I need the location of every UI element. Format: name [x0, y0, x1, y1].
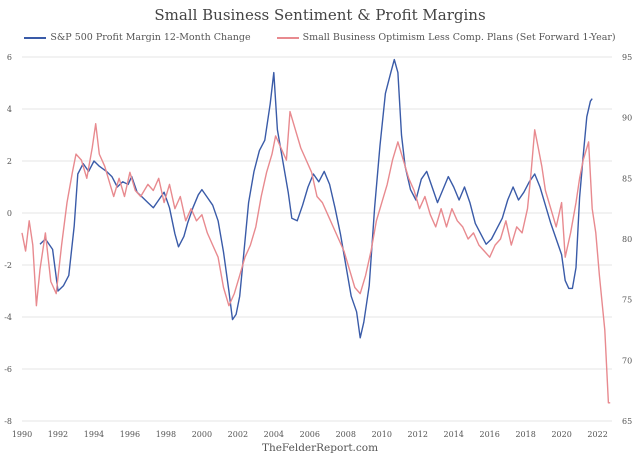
x-tick-label: 2000: [192, 430, 212, 439]
legend-label-profit-margin: S&P 500 Profit Margin 12-Month Change: [50, 32, 251, 43]
right-tick-label: 85: [622, 174, 632, 183]
left-tick-label: 6: [7, 53, 12, 62]
legend-swatch-blue: [24, 36, 47, 39]
chart-title: Small Business Sentiment & Profit Margin…: [154, 6, 486, 24]
profit-margin-line: [39, 58, 593, 339]
x-tick-label: 2018: [515, 430, 535, 439]
left-tick-label: 0: [7, 209, 12, 218]
left-tick-label: -2: [4, 261, 12, 270]
x-tick-label: 2002: [228, 430, 248, 439]
x-tick-label: 2004: [264, 430, 284, 439]
x-tick-label: 2010: [372, 430, 392, 439]
legend-item-optimism: Small Business Optimism Less Comp. Plans…: [276, 32, 616, 43]
left-tick-label: -4: [4, 313, 12, 322]
left-tick-label: 4: [7, 105, 12, 114]
optimism-line: [21, 110, 611, 404]
left-tick-label: -6: [4, 365, 12, 374]
x-tick-label: 2022: [587, 430, 607, 439]
x-tick-label: 2016: [480, 430, 500, 439]
right-tick-label: 90: [622, 114, 632, 123]
right-tick-label: 80: [622, 235, 632, 244]
legend-swatch-red: [276, 36, 299, 39]
left-tick-label: -8: [4, 417, 12, 426]
legend-label-optimism: Small Business Optimism Less Comp. Plans…: [302, 32, 616, 43]
x-tick-label: 2020: [551, 430, 571, 439]
legend-item-profit-margin: S&P 500 Profit Margin 12-Month Change: [24, 32, 251, 43]
x-tick-label: 2006: [300, 430, 320, 439]
x-tick-label: 2012: [408, 430, 428, 439]
right-tick-label: 75: [622, 296, 632, 305]
right-tick-label: 95: [622, 53, 632, 62]
x-tick-label: 1998: [156, 430, 176, 439]
source-credit: TheFelderReport.com: [261, 442, 379, 454]
x-tick-label: 2008: [336, 430, 356, 439]
right-tick-label: 65: [622, 417, 632, 426]
x-tick-label: 1992: [48, 430, 68, 439]
x-tick-label: 1990: [12, 430, 32, 439]
right-tick-label: 70: [622, 356, 632, 365]
x-tick-label: 2014: [444, 430, 464, 439]
x-tick-label: 1994: [84, 430, 104, 439]
x-tick-label: 1996: [120, 430, 140, 439]
legend: S&P 500 Profit Margin 12-Month Change Sm…: [0, 32, 640, 43]
left-tick-label: 2: [7, 157, 12, 166]
